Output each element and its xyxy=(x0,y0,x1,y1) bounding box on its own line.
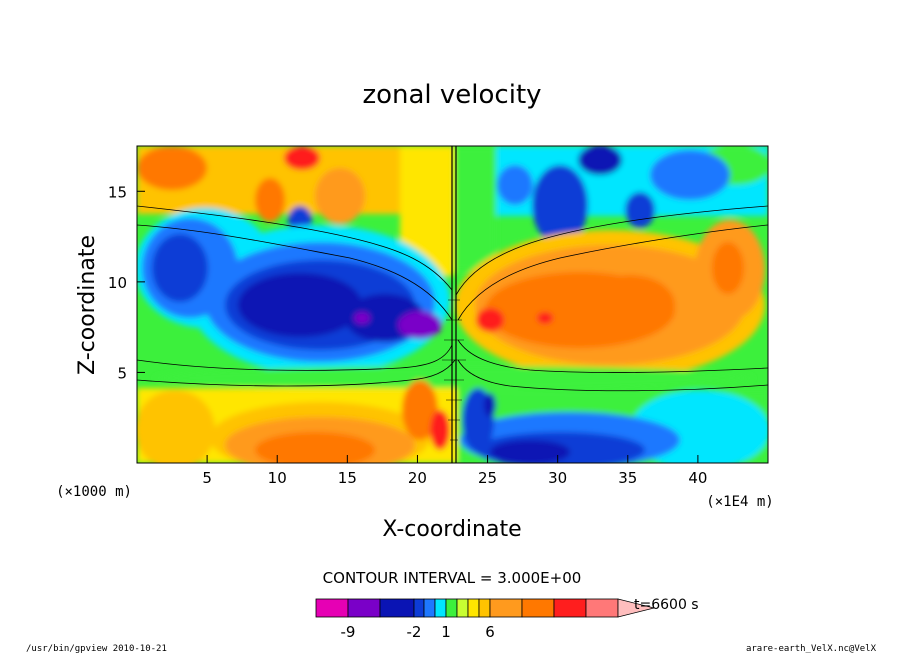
lower-left-core xyxy=(255,432,375,463)
colorbar-segment xyxy=(553,598,587,618)
colorbar-segment xyxy=(478,598,491,618)
left-jet-core xyxy=(152,234,208,302)
colorbar-segment xyxy=(413,598,425,618)
plot-frame xyxy=(136,145,769,464)
upper-right-blue xyxy=(650,150,730,200)
colorbar-segment xyxy=(434,598,447,618)
contour-interval-label: CONTOUR INTERVAL = 3.000E+00 xyxy=(323,569,582,587)
upper-left-orange xyxy=(137,146,207,190)
x-tick-label: 40 xyxy=(688,469,707,487)
lower-red-core xyxy=(430,410,450,450)
lower-left-orange xyxy=(137,390,215,463)
colorbar-segment xyxy=(423,598,436,618)
colorbar-segment xyxy=(467,598,480,618)
contour-line xyxy=(137,205,453,291)
upper-orange-blob xyxy=(255,178,285,222)
footer-right: arare-earth_VelX.nc@VelX xyxy=(746,644,877,654)
y-unit-label: (×1000 m) xyxy=(56,484,132,500)
upper-red-blob xyxy=(284,146,320,170)
x-tick-label: 35 xyxy=(618,469,637,487)
contour-line xyxy=(442,299,466,441)
x-unit-label: (×1E4 m) xyxy=(706,494,773,510)
colorbar-segment xyxy=(585,598,619,618)
colorbar-segment xyxy=(489,598,523,618)
lower-right-core xyxy=(490,440,570,463)
contour-field xyxy=(137,146,768,463)
x-tick-label: 20 xyxy=(408,469,427,487)
x-axis-label: X-coordinate xyxy=(382,517,521,542)
contour-line xyxy=(457,224,768,321)
y-tick-label: 5 xyxy=(117,364,127,382)
middle-green-band xyxy=(154,366,754,390)
footer-left: /usr/bin/gpview 2010-10-21 xyxy=(26,644,167,654)
lower-right-core xyxy=(484,393,496,417)
contour-line xyxy=(457,359,768,392)
colorbar-segment xyxy=(315,598,349,618)
lower-left-core xyxy=(402,380,438,440)
colorbar-segment xyxy=(347,598,381,618)
colorbar-segment xyxy=(445,598,458,618)
y-axis-label: Z-coordinate xyxy=(75,235,100,375)
colorbar-tick-label: 1 xyxy=(441,623,451,641)
contour-line xyxy=(457,339,768,374)
x-axis: 5 10 15 20 25 30 35 40 xyxy=(202,455,707,487)
colorbar-tick-label: -2 xyxy=(407,623,422,641)
purple-core xyxy=(398,311,442,339)
contour-lines xyxy=(137,146,768,463)
colorbar-arrow xyxy=(617,598,655,618)
colorbar-segment xyxy=(379,598,415,618)
upper-orange-blob xyxy=(315,168,365,224)
x-tick-label: 15 xyxy=(338,469,357,487)
time-label: t=6600 s xyxy=(634,597,699,613)
upper-blue-blob xyxy=(532,165,588,245)
contour-line xyxy=(455,205,768,296)
upper-blue-blob xyxy=(625,192,655,228)
colorbar-tick-label: -9 xyxy=(341,623,356,641)
x-tick-label: 5 xyxy=(202,469,212,487)
contour-line xyxy=(137,344,453,371)
purple-core xyxy=(354,312,370,324)
contour-line xyxy=(137,359,456,387)
colorbar-segment xyxy=(521,598,555,618)
y-tick-label: 15 xyxy=(108,183,127,201)
right-jet-core xyxy=(712,242,744,294)
chart-title: zonal velocity xyxy=(362,80,541,110)
colorbar-labels: -9 -2 1 6 xyxy=(341,623,495,641)
red-core xyxy=(476,308,504,332)
x-tick-label: 25 xyxy=(478,469,497,487)
contour-line xyxy=(137,224,453,321)
colorbar xyxy=(315,598,655,618)
red-core xyxy=(537,312,553,324)
upper-blue-blob xyxy=(497,165,533,205)
upper-blue-blob xyxy=(578,146,622,175)
colorbar-segment xyxy=(456,598,469,618)
y-axis: 5 10 15 xyxy=(108,183,145,382)
central-green-column xyxy=(454,146,496,271)
x-tick-label: 30 xyxy=(548,469,567,487)
right-jet-core xyxy=(585,275,675,335)
x-tick-label: 10 xyxy=(268,469,287,487)
y-tick-label: 10 xyxy=(108,274,127,292)
left-jet-core-inner xyxy=(238,273,362,337)
colorbar-tick-label: 6 xyxy=(485,623,495,641)
